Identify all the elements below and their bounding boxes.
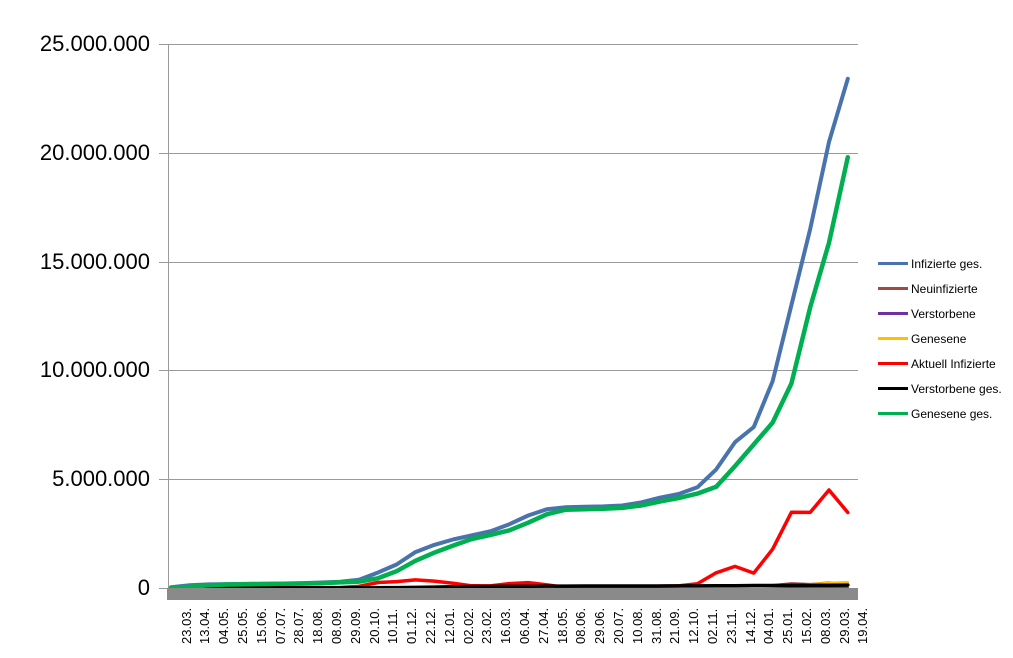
x-axis-label: 18.05.	[554, 607, 570, 644]
x-axis-label: 08.09.	[328, 607, 344, 644]
x-axis-label: 08.03.	[817, 607, 833, 644]
legend-item-infizierte-ges: Infizierte ges.	[878, 251, 1013, 276]
x-axis-label: 25.01.	[780, 607, 796, 644]
y-axis-label: 10.000.000	[39, 357, 150, 382]
series-line-aktuell-infizierte	[169, 488, 850, 590]
x-axis-label: 13.04.	[197, 607, 213, 644]
x-axis-label: 29.06.	[592, 607, 608, 644]
x-axis-label: 18.08.	[310, 607, 326, 644]
gridline	[169, 262, 858, 263]
x-axis-label: 15.02.	[798, 607, 814, 644]
y-axis-tick	[159, 262, 169, 263]
series-line-infizierte-ges	[169, 76, 850, 590]
gridline	[169, 370, 858, 371]
x-axis-label: 19.04.	[855, 607, 871, 644]
x-axis-label: 23.11.	[723, 608, 739, 644]
x-axis-label: 01.12.	[404, 607, 420, 644]
x-axis-label: 02.11.	[704, 608, 720, 644]
x-axis-label: 29.03.	[836, 607, 852, 644]
x-axis-thick-line	[167, 588, 858, 600]
x-axis-label: 08.06.	[573, 607, 589, 644]
x-axis-label: 23.03.	[178, 607, 194, 644]
x-axis-label: 31.08.	[648, 607, 664, 644]
gridline	[169, 153, 858, 154]
legend-swatch	[878, 286, 908, 291]
y-axis-label: 25.000.000	[39, 31, 150, 56]
x-axis-label: 14.12.	[742, 607, 758, 644]
x-axis-label: 07.07.	[272, 607, 288, 644]
legend-label: Neuinfizierte	[911, 281, 978, 296]
legend-label: Verstorbene ges.	[911, 381, 1002, 396]
x-axis-label: 02.02.	[460, 607, 476, 644]
y-axis-tick	[159, 370, 169, 371]
legend-item-verstorbene: Verstorbene	[878, 301, 1013, 326]
x-axis-label: 12.01.	[441, 607, 457, 644]
x-axis-label: 04.05.	[216, 607, 232, 644]
legend-item-genesene: Genesene	[878, 326, 1013, 351]
legend: Infizierte ges. Neuinfizierte Verstorbene G…	[878, 251, 1013, 426]
legend-swatch	[878, 311, 908, 316]
x-axis-label: 28.07.	[291, 607, 307, 644]
x-axis-label: 27.04.	[535, 607, 551, 644]
x-axis-label: 22.12.	[422, 607, 438, 644]
y-axis-label: 15.000.000	[39, 249, 150, 274]
series-line-verstorbene-ges	[169, 583, 850, 590]
legend-label: Genesene ges.	[911, 406, 993, 421]
legend-swatch	[878, 386, 908, 391]
y-axis-tick	[159, 44, 169, 45]
legend-swatch	[878, 361, 908, 366]
y-axis-tick	[159, 153, 169, 154]
x-axis-label: 10.08.	[629, 607, 645, 644]
legend-label: Aktuell Infizierte	[911, 356, 996, 371]
gridline	[169, 44, 858, 45]
x-axis-label: 06.04.	[516, 607, 532, 644]
x-axis-label: 25.05.	[234, 607, 250, 644]
x-axis-label: 10.11.	[385, 608, 401, 644]
x-axis-label: 04.01.	[761, 607, 777, 644]
y-axis-line	[168, 44, 169, 588]
legend-label: Verstorbene	[911, 306, 976, 321]
series-line-genesene-ges	[168, 154, 851, 591]
legend-label: Genesene	[911, 331, 967, 346]
legend-item-genesene-ges: Genesene ges.	[878, 401, 1013, 426]
legend-item-neuinfizierte: Neuinfizierte	[878, 276, 1013, 301]
x-axis-label: 21.09.	[667, 607, 683, 644]
x-axis-label: 16.03.	[498, 607, 514, 644]
x-axis-label: 12.10.	[686, 607, 702, 644]
legend-swatch	[878, 261, 908, 266]
legend-label: Infizierte ges.	[911, 256, 983, 271]
y-axis-tick	[159, 588, 169, 589]
legend-item-verstorbene-ges: Verstorbene ges.	[878, 376, 1013, 401]
y-axis-tick	[159, 479, 169, 480]
x-axis-label: 20.07.	[610, 607, 626, 644]
y-axis-label: 5.000.000	[52, 466, 150, 491]
legend-swatch	[878, 336, 908, 341]
y-axis-label: 0	[137, 575, 150, 600]
legend-swatch	[878, 411, 908, 416]
x-axis-label: 15.06.	[253, 607, 269, 644]
gridline	[169, 479, 858, 480]
y-axis-label: 20.000.000	[39, 140, 150, 165]
legend-item-aktuell-infizierte: Aktuell Infizierte	[878, 351, 1013, 376]
x-axis-label: 29.09.	[347, 607, 363, 644]
x-axis-label: 20.10.	[366, 607, 382, 644]
x-axis-label: 23.02.	[479, 607, 495, 644]
